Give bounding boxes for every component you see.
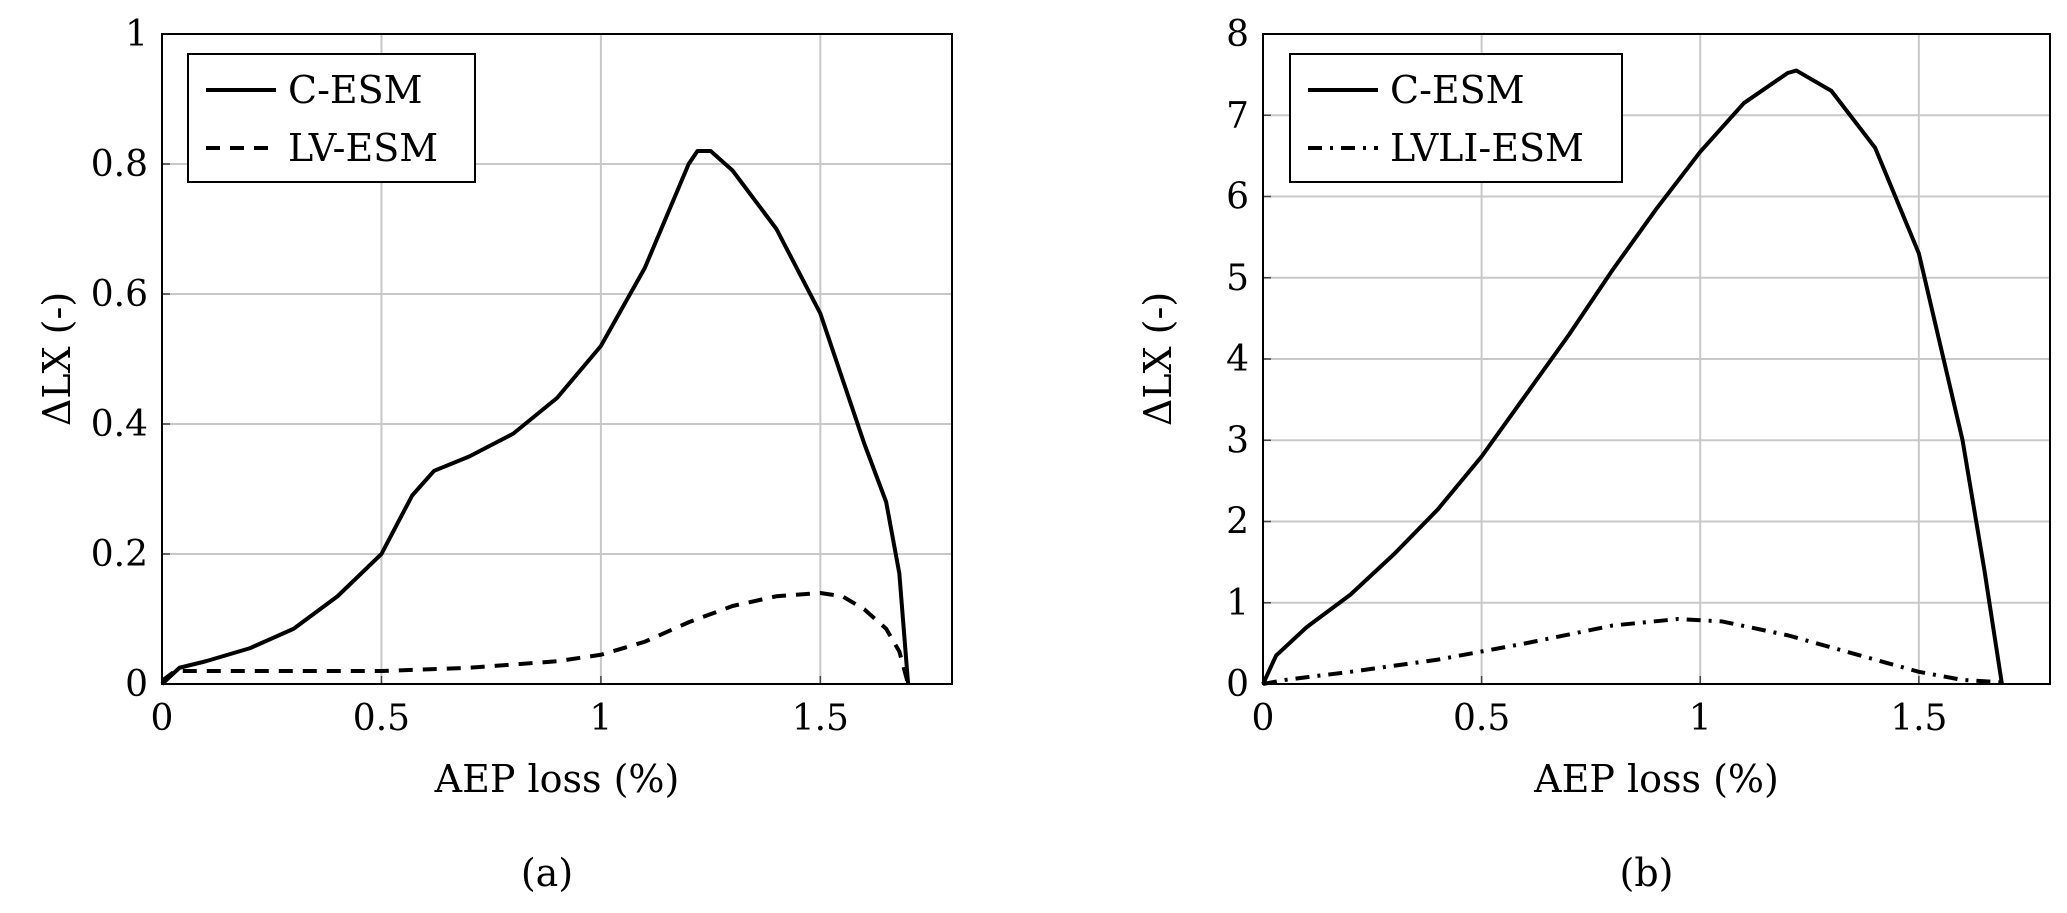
chart-b: 0 0.5 1 1.5 0 1 2 3 4 5 6 7 8 C-ESM LVLI-ESM AEP loss (… [1136, 14, 2051, 895]
y-axis-label: ΔLX (-) [35, 292, 79, 426]
x-tick-label: 1 [589, 698, 612, 739]
x-tick-label: 1.5 [792, 698, 849, 739]
legend-box [1289, 53, 1623, 183]
legend-label: C-ESM [1390, 68, 1525, 112]
y-tick-label: 6 [1226, 177, 1249, 218]
y-axis-label: ΔLX (-) [1136, 292, 1180, 426]
x-tick-label: 0.5 [1453, 698, 1510, 739]
y-tick-label: 2 [1226, 502, 1249, 543]
series-line-lv-esm [160, 591, 911, 685]
y-tick-label: 3 [1226, 420, 1249, 461]
legend-label: LVLI-ESM [1390, 126, 1584, 170]
y-tick-label: 7 [1226, 95, 1249, 136]
x-tick-label: 1 [1689, 698, 1712, 739]
legend: C-ESM LVLI-ESM [1289, 53, 1623, 183]
y-tick-label: 1 [125, 14, 148, 55]
y-tick-label: 8 [1226, 14, 1249, 55]
legend-label: LV-ESM [288, 126, 438, 170]
legend-label: C-ESM [288, 68, 423, 112]
y-tick-label: 0 [1226, 664, 1249, 705]
legend: C-ESM LV-ESM [187, 53, 476, 183]
y-tick-label: 0 [125, 664, 148, 705]
y-tick-label: 0.8 [91, 144, 148, 185]
x-axis-label: AEP loss (%) [1533, 757, 1779, 801]
y-tick-label: 0.4 [91, 404, 148, 445]
x-tick-label: 1.5 [1890, 698, 1947, 739]
chart-a: 0 0.5 1 1.5 0 0.2 0.4 0.6 0.8 1 C-ESM LV-ESM AEP los… [35, 14, 953, 895]
x-axis-label: AEP loss (%) [434, 757, 680, 801]
x-tick-label: 0 [1252, 698, 1275, 739]
y-tick-label: 1 [1226, 583, 1249, 624]
series-line-lvli-esm [1262, 617, 2003, 686]
subfigure-caption: (a) [521, 851, 573, 895]
legend-box [187, 53, 476, 183]
x-tick-label: 0.5 [353, 698, 410, 739]
y-tick-label: 0.6 [91, 274, 148, 315]
y-tick-label: 5 [1226, 258, 1249, 299]
x-tick-label: 0 [151, 698, 174, 739]
y-tick-label: 4 [1226, 339, 1249, 380]
series-line-c-esm [160, 149, 911, 686]
plot-frame [1262, 33, 2051, 685]
plot-frame [161, 33, 953, 685]
subfigure-caption: (b) [1620, 851, 1674, 895]
series-line-c-esm [1261, 68, 2004, 685]
y-tick-label: 0.2 [91, 534, 148, 575]
